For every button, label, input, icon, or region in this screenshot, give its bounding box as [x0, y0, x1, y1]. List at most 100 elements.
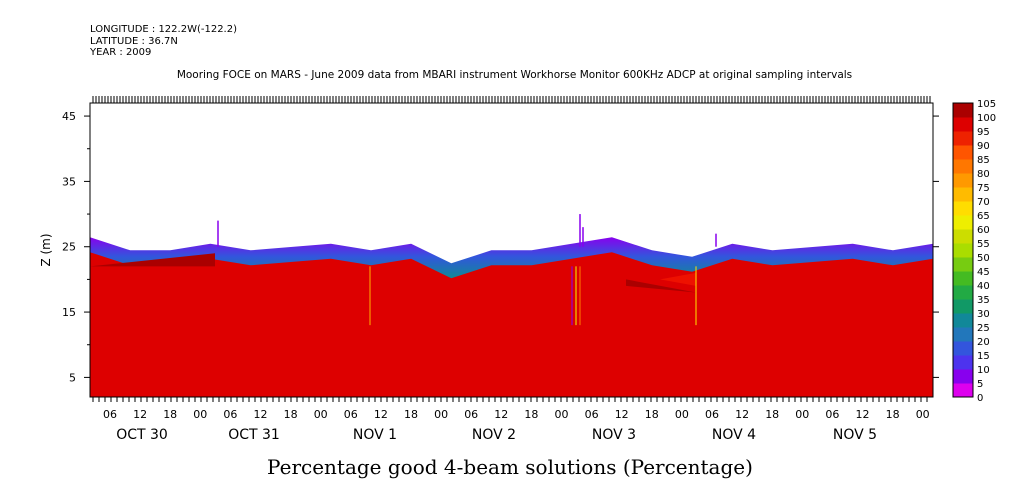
plot-frame — [89, 102, 934, 398]
colorbar-label: 60 — [977, 225, 990, 236]
colorbar-label: 95 — [977, 127, 990, 138]
colorbar-swatch — [953, 341, 973, 356]
colorbar-label: 80 — [977, 169, 990, 180]
colorbar-label: 45 — [977, 267, 990, 278]
x-hour-label: 06 — [344, 408, 358, 421]
colorbar-swatch — [953, 243, 973, 258]
y-axis-label: Z (m) — [39, 233, 53, 266]
station-info: LONGITUDE : 122.2W(-122.2) LATITUDE : 36… — [90, 24, 237, 59]
x-hour-label: 12 — [133, 408, 147, 421]
latitude-label: LATITUDE : 36.7N — [90, 35, 178, 47]
x-hour-label: 18 — [524, 408, 538, 421]
colorbar-swatch — [953, 117, 973, 132]
interpolated-wedge — [90, 253, 215, 267]
colorbar-label: 40 — [977, 281, 990, 292]
colorbar-swatch — [953, 369, 973, 384]
colorbar-swatch — [953, 173, 973, 188]
colorbar-swatch — [953, 257, 973, 272]
colorbar-label: 5 — [977, 379, 983, 390]
y-tick-label: 5 — [69, 371, 76, 384]
x-day-label: NOV 2 — [472, 427, 516, 443]
x-hour-label: 12 — [856, 408, 870, 421]
x-day-label: NOV 1 — [353, 427, 397, 443]
colorbar-swatch — [953, 201, 973, 216]
x-hour-label: 12 — [735, 408, 749, 421]
y-tick-label: 35 — [62, 175, 76, 188]
variable-title: Percentage good 4-beam solutions (Percen… — [267, 455, 753, 479]
colorbar-swatch — [953, 299, 973, 314]
colorbar-swatch — [953, 159, 973, 174]
colorbar-swatch — [953, 103, 973, 118]
interpolated-wedge — [626, 279, 696, 293]
x-hour-label: 18 — [886, 408, 900, 421]
colorbar-label: 20 — [977, 337, 990, 348]
colorbar-label: 85 — [977, 155, 990, 166]
x-hour-label: 06 — [825, 408, 839, 421]
x-hour-label: 00 — [555, 408, 569, 421]
heatmap-body — [90, 252, 933, 397]
colorbar-label: 35 — [977, 295, 990, 306]
x-day-label: OCT 31 — [228, 427, 280, 443]
plot-title: Mooring FOCE on MARS - June 2009 data fr… — [176, 69, 853, 81]
x-hour-label: 12 — [494, 408, 508, 421]
x-hour-label: 00 — [675, 408, 689, 421]
longitude-label: LONGITUDE : 122.2W(-122.2) — [90, 24, 237, 35]
colorbar-label: 65 — [977, 211, 990, 222]
y-tick-label: 15 — [62, 306, 76, 319]
x-hour-label: 18 — [645, 408, 659, 421]
x-hour-label: 18 — [284, 408, 298, 421]
x-hour-label: 06 — [223, 408, 237, 421]
colorbar-swatch — [953, 131, 973, 146]
x-hour-label: 06 — [705, 408, 719, 421]
x-hour-label: 00 — [434, 408, 448, 421]
x-hour-label: 06 — [103, 408, 117, 421]
x-hour-label: 00 — [916, 408, 930, 421]
x-hour-label: 06 — [585, 408, 599, 421]
x-hour-label: 12 — [374, 408, 388, 421]
colorbar-swatch — [953, 285, 973, 300]
x-hour-label: 00 — [314, 408, 328, 421]
x-hour-label: 06 — [464, 408, 478, 421]
interpolated-wedge — [660, 272, 696, 286]
colorbar-swatch — [953, 313, 973, 328]
x-day-label: NOV 5 — [833, 427, 877, 443]
colorbar-label: 30 — [977, 309, 990, 320]
colorbar-label: 75 — [977, 183, 990, 194]
x-hour-label: 00 — [795, 408, 809, 421]
colorbar-swatch — [953, 229, 973, 244]
colorbar-label: 25 — [977, 323, 990, 334]
colorbar-frame — [952, 102, 974, 398]
colorbar-swatch — [953, 271, 973, 286]
x-day-label: OCT 30 — [116, 427, 168, 443]
colorbar-label: 55 — [977, 239, 990, 250]
colorbar-swatch — [953, 187, 973, 202]
colorbar: 1051009590858075706560555045403530252015… — [952, 99, 996, 404]
x-hour-label: 12 — [615, 408, 629, 421]
y-tick-label: 45 — [62, 110, 76, 123]
x-day-label: NOV 3 — [592, 427, 636, 443]
colorbar-label: 10 — [977, 365, 990, 376]
colorbar-label: 0 — [977, 393, 983, 404]
x-hour-label: 18 — [765, 408, 779, 421]
x-hour-label: 00 — [193, 408, 207, 421]
x-hour-label: 12 — [254, 408, 268, 421]
y-tick-label: 25 — [62, 241, 76, 254]
colorbar-swatch — [953, 215, 973, 230]
colorbar-label: 70 — [977, 197, 990, 208]
colorbar-swatch — [953, 145, 973, 160]
colorbar-label: 15 — [977, 351, 990, 362]
colorbar-label: 50 — [977, 253, 990, 264]
x-hour-label: 18 — [404, 408, 418, 421]
x-day-label: NOV 4 — [712, 427, 756, 443]
colorbar-label: 100 — [977, 113, 996, 124]
year-label: YEAR : 2009 — [90, 47, 152, 58]
x-hour-label: 18 — [163, 408, 177, 421]
axes: 5 15 25 35 45 Z (m) 06 12 18 00 06 12 18 00 06 12 18 00 06… — [39, 96, 939, 443]
plot-area — [90, 103, 933, 397]
colorbar-label: 105 — [977, 99, 996, 110]
colorbar-label: 90 — [977, 141, 990, 152]
colorbar-swatch — [953, 383, 973, 398]
colorbar-swatch — [953, 355, 973, 370]
colorbar-swatch — [953, 327, 973, 342]
